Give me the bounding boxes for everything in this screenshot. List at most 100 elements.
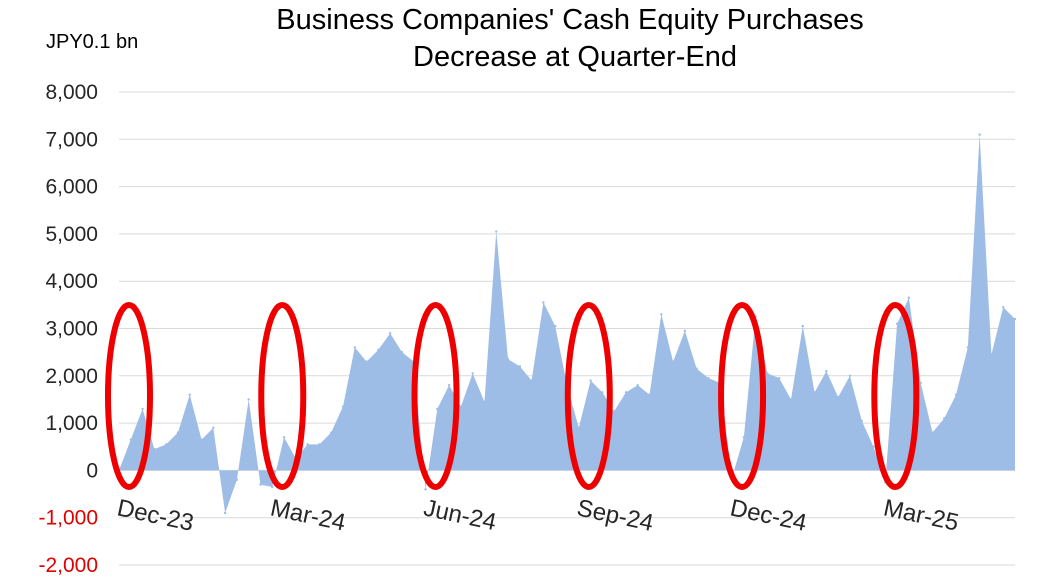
quarter-end-circle xyxy=(718,302,767,490)
x-axis-ticks: Dec-23 Mar-24 Jun-24 Sep-24 Dec-24 Mar-25 xyxy=(115,494,961,537)
data-point xyxy=(742,436,746,439)
quarter-end-circle xyxy=(411,302,460,490)
data-point xyxy=(530,379,533,382)
data-point xyxy=(554,324,557,328)
data-point xyxy=(188,393,191,396)
x-tick-label: Sep-24 xyxy=(575,494,656,537)
quarter-end-circle xyxy=(564,302,613,490)
data-point xyxy=(365,360,368,363)
data-point xyxy=(636,384,639,387)
data-point xyxy=(671,360,675,363)
data-point xyxy=(848,374,852,377)
data-point xyxy=(766,372,769,375)
quarter-end-circle xyxy=(105,302,153,490)
y-tick-label: 1,000 xyxy=(45,412,98,435)
quarter-end-circle xyxy=(871,302,920,490)
data-point xyxy=(306,443,309,446)
data-point xyxy=(318,443,321,446)
data-point xyxy=(341,405,345,408)
data-point xyxy=(660,313,663,316)
data-point xyxy=(353,346,356,349)
y-tick-label: 8,000 xyxy=(45,81,98,104)
data-point xyxy=(919,381,922,385)
data-point xyxy=(872,445,875,448)
data-point xyxy=(282,436,286,439)
data-point xyxy=(966,346,970,349)
data-point xyxy=(648,393,651,396)
data-point xyxy=(447,384,451,387)
data-point xyxy=(895,322,899,325)
data-point xyxy=(801,324,804,328)
data-point xyxy=(1013,317,1017,321)
data-point xyxy=(931,431,934,434)
data-point xyxy=(223,511,227,515)
x-tick-label: Dec-23 xyxy=(115,494,196,536)
data-point xyxy=(542,301,545,304)
data-point xyxy=(471,372,474,375)
data-point xyxy=(943,417,946,420)
series-area xyxy=(119,134,1015,513)
data-point xyxy=(825,369,828,373)
y-tick-label: 3,000 xyxy=(45,318,98,341)
y-tick-label: 4,000 xyxy=(45,270,98,293)
data-point xyxy=(377,348,380,351)
chart-title-line-1: Business Companies' Cash Equity Purchase… xyxy=(276,4,863,36)
data-point xyxy=(247,398,250,401)
data-point xyxy=(200,438,203,441)
y-tick-label: -1,000 xyxy=(38,507,98,530)
data-point xyxy=(212,426,215,430)
data-point xyxy=(1002,306,1005,309)
data-point xyxy=(176,431,180,434)
data-point xyxy=(813,391,816,394)
data-point xyxy=(624,391,628,394)
data-point xyxy=(589,379,592,382)
x-tick-label: Mar-25 xyxy=(881,494,961,536)
data-point xyxy=(424,488,427,491)
data-point xyxy=(695,367,698,370)
data-point xyxy=(388,332,392,335)
data-point xyxy=(495,230,498,233)
y-tick-label: 2,000 xyxy=(45,365,98,388)
data-point xyxy=(683,329,687,333)
y-tick-label: 5,000 xyxy=(45,223,98,246)
y-tick-label: 0 xyxy=(86,459,98,482)
chart-title: Business Companies' Cash Equity Purchase… xyxy=(276,4,863,73)
data-point xyxy=(129,438,132,441)
quarter-end-highlights xyxy=(105,302,920,490)
data-point xyxy=(836,395,840,399)
quarter-end-circle xyxy=(258,302,307,490)
data-point xyxy=(778,376,781,380)
y-axis-unit-label: JPY0.1 bn xyxy=(46,31,138,53)
data-point xyxy=(141,407,144,411)
data-point xyxy=(907,296,911,299)
data-point xyxy=(954,393,958,396)
x-tick-label: Mar-24 xyxy=(268,494,348,536)
data-point xyxy=(601,391,604,394)
y-tick-label: 7,000 xyxy=(45,128,98,151)
data-point xyxy=(990,353,993,356)
data-point xyxy=(164,443,168,446)
y-tick-label: -2,000 xyxy=(38,554,98,577)
data-point xyxy=(400,350,404,354)
data-point xyxy=(978,133,981,136)
chart-title-line-2: Decrease at Quarter-End xyxy=(413,41,737,73)
data-point xyxy=(707,376,710,380)
data-point xyxy=(459,405,463,408)
x-tick-label: Jun-24 xyxy=(421,494,498,536)
data-point xyxy=(330,431,333,434)
data-point xyxy=(518,365,522,368)
data-point xyxy=(235,478,239,482)
data-point xyxy=(612,410,616,413)
y-tick-label: 6,000 xyxy=(45,176,98,199)
x-tick-label: Dec-24 xyxy=(728,494,809,536)
y-axis-ticks: 8,000 7,000 6,000 5,000 4,000 3,000 2,000 1,000… xyxy=(38,81,98,577)
data-point xyxy=(483,400,486,404)
data-point xyxy=(259,483,262,486)
data-point xyxy=(860,419,863,422)
data-point xyxy=(153,447,156,451)
data-point xyxy=(271,485,274,489)
data-point xyxy=(789,398,793,401)
data-point xyxy=(436,407,439,411)
data-point xyxy=(577,426,580,430)
